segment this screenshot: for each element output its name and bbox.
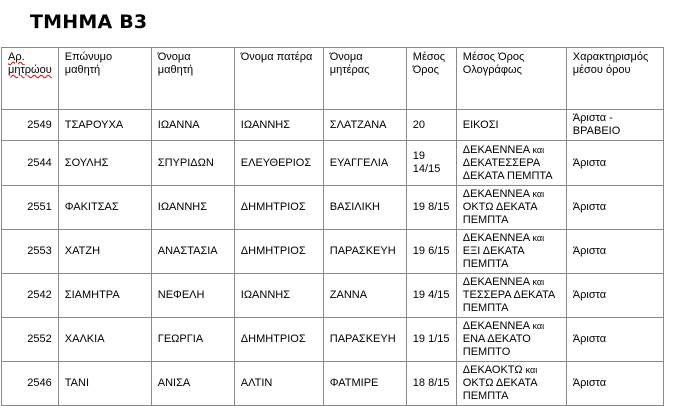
first-name-cell: ΙΩΑΝΝΑ <box>150 109 235 141</box>
conjunction-text: και <box>532 277 545 287</box>
table-row: 2552 ΧΑΛΚΙΑ ΓΕΩΡΓΙΑ ΔΗΜΗΤΡΙΟΣ ΠΑΡΑΣΚΕΥΗ 19 1/… <box>1 317 664 362</box>
registry-number-cell: 2549 <box>1 109 59 141</box>
father-name-cell: ΙΩΑΝΝΗΣ <box>233 109 324 141</box>
mother-name-cell: ΦΑΤΜΙΡΕ <box>322 361 407 406</box>
average-words-text: ΕΙΚΟΣΙ <box>462 118 499 131</box>
average-words-text: ΔΕΚΑΤΕΣΣΕΡΑ ΔΕΚΑΤΑ ΠΕΜΠΤΑ <box>462 156 553 182</box>
average-cell: 20 <box>405 109 457 141</box>
registry-number-cell: 2542 <box>1 273 59 318</box>
first-name-cell: ΝΕΦΕΛΗ <box>150 273 235 318</box>
father-name-cell: ΕΛΕΥΘΕΡΙΟΣ <box>233 140 324 186</box>
average-cell: 18 8/15 <box>405 361 457 406</box>
father-name-cell: ΔΗΜΗΤΡΙΟΣ <box>233 185 324 230</box>
table-row: 2549 ΤΣΑΡΟΥΧΑ ΙΩΑΝΝΑ ΙΩΑΝΝΗΣ ΣΛΑΤΖΑΝΑ 20 ΕΙΚΟΣ… <box>1 109 664 141</box>
header-mother-name: Όνομα μητέρας <box>322 47 407 110</box>
first-name-cell: ΣΠΥΡΙΔΩΝ <box>150 140 235 186</box>
students-table: Αρ. μητρώου Επώνυμο μαθητή Όνομα μαθητή … <box>1 47 664 406</box>
surname-cell: ΣΟΥΛΗΣ <box>57 140 152 186</box>
surname-cell: ΧΑΛΚΙΑ <box>57 317 152 362</box>
average-cell: 19 8/15 <box>405 185 457 230</box>
conjunction-text: και <box>532 233 545 243</box>
first-name-cell: ΓΕΩΡΓΙΑ <box>150 317 235 362</box>
father-name-cell: ΔΗΜΗΤΡΙΟΣ <box>233 317 324 362</box>
table-row: 2551 ΦΑΚΙΤΣΑΣ ΙΩΑΝΝΗΣ ΔΗΜΗΤΡΙΟΣ ΒΑΣΙΛΙΚΗ 19 8… <box>1 185 664 230</box>
conjunction-text: και <box>532 321 545 331</box>
grade-cell: Άριστα <box>565 229 664 274</box>
father-name-cell: ΔΗΜΗΤΡΙΟΣ <box>233 229 324 274</box>
grade-cell: Άριστα - ΒΡΑΒΕΙΟ <box>565 109 664 141</box>
average-words-text: ΔΕΚΑΕΝΝΕΑ <box>462 188 530 200</box>
average-words-cell: ΔΕΚΑΕΝΝΕΑ και ΕΝΑ ΔΕΚΑΤΟ ΠΕΜΠΤΟ <box>455 317 567 362</box>
mother-name-cell: ΒΑΣΙΛΙΚΗ <box>322 185 407 230</box>
first-name-cell: ΑΝΑΣΤΑΣΙΑ <box>150 229 235 274</box>
grade-cell: Άριστα <box>565 273 664 318</box>
grade-cell: Άριστα <box>565 185 664 230</box>
mother-name-cell: ΖΑΝΝΑ <box>322 273 407 318</box>
average-words-text: ΔΕΚΑΕΝΝΕΑ <box>462 143 530 156</box>
registry-number-cell: 2546 <box>1 361 59 406</box>
surname-cell: ΤΣΑΡΟΥΧΑ <box>57 109 152 141</box>
father-name-cell: ΑΛΤΙΝ <box>233 361 324 406</box>
average-words-text: ΔΕΚΑΕΝΝΕΑ <box>462 320 530 332</box>
mother-name-cell: ΠΑΡΑΣΚΕΥΗ <box>322 317 407 362</box>
average-words-cell: ΔΕΚΑΕΝΝΕΑ και ΕΞΙ ΔΕΚΑΤΑ ΠΕΜΠΤΑ <box>455 229 567 274</box>
average-words-text: ΟΚΤΩ ΔΕΚΑΤΑ ΠΕΜΠΤΑ <box>462 377 538 402</box>
average-words-cell: ΔΕΚΑΕΝΝΕΑ και ΔΕΚΑΤΕΣΣΕΡΑ ΔΕΚΑΤΑ ΠΕΜΠΤΑ <box>455 140 567 186</box>
average-words-cell: ΔΕΚΑΕΝΝΕΑ και ΤΕΣΣΕΡΑ ΔΕΚΑΤΑ ΠΕΜΠΤΑ <box>455 273 567 318</box>
registry-number-cell: 2553 <box>1 229 59 274</box>
average-cell: 19 6/15 <box>405 229 457 274</box>
registry-number-cell: 2552 <box>1 317 59 362</box>
average-words-text: ΔΕΚΑΕΝΝΕΑ <box>462 276 530 288</box>
header-father-name: Όνομα πατέρα <box>233 47 324 110</box>
table-row: 2542 ΣΙΑΜΗΤΡΑ ΝΕΦΕΛΗ ΙΩΑΝΝΗΣ ΖΑΝΝΑ 19 4/15 ΔΕΚ… <box>1 273 664 318</box>
header-first-name: Όνομα μαθητή <box>150 47 235 110</box>
header-average: Μέσος Όρος <box>405 47 457 110</box>
header-registry-number: Αρ. μητρώου <box>1 47 59 110</box>
average-cell: 19 14/15 <box>405 140 457 186</box>
table-row: 2553 ΧΑΤΖΗ ΑΝΑΣΤΑΣΙΑ ΔΗΜΗΤΡΙΟΣ ΠΑΡΑΣΚΕΥΗ 19 6… <box>1 229 664 274</box>
average-cell: 19 4/15 <box>405 273 457 318</box>
surname-cell: ΦΑΚΙΤΣΑΣ <box>57 185 152 230</box>
registry-number-cell: 2544 <box>1 140 59 186</box>
table-row: 2544 ΣΟΥΛΗΣ ΣΠΥΡΙΔΩΝ ΕΛΕΥΘΕΡΙΟΣ ΕΥΑΓΓΕΛΙΑ 19 … <box>1 140 664 186</box>
header-registry-number-text: Αρ. μητρώου <box>8 51 52 76</box>
average-words-text: ΕΝΑ ΔΕΚΑΤΟ ΠΕΜΠΤΟ <box>462 333 531 358</box>
average-words-cell: ΕΙΚΟΣΙ <box>455 109 567 141</box>
average-words-text: ΟΚΤΩ ΔΕΚΑΤΑ ΠΕΜΠΤΑ <box>462 201 538 226</box>
mother-name-cell: ΠΑΡΑΣΚΕΥΗ <box>322 229 407 274</box>
surname-cell: ΧΑΤΖΗ <box>57 229 152 274</box>
surname-cell: ΤΑΝΙ <box>57 361 152 406</box>
father-name-cell: ΙΩΑΝΝΗΣ <box>233 273 324 318</box>
conjunction-text: και <box>532 144 545 155</box>
conjunction-text: και <box>532 189 545 199</box>
grade-cell: Άριστα <box>565 140 664 186</box>
average-words-text: ΔΕΚΑΕΝΝΕΑ <box>462 232 530 244</box>
header-row: Αρ. μητρώου Επώνυμο μαθητή Όνομα μαθητή … <box>1 47 664 110</box>
conjunction-text: και <box>525 365 538 375</box>
first-name-cell: ΙΩΑΝΝΗΣ <box>150 185 235 230</box>
grade-cell: Άριστα <box>565 317 664 362</box>
mother-name-cell: ΣΛΑΤΖΑΝΑ <box>322 109 407 141</box>
first-name-cell: ΑΝΙΣΑ <box>150 361 235 406</box>
average-words-cell: ΔΕΚΑΕΝΝΕΑ και ΟΚΤΩ ΔΕΚΑΤΑ ΠΕΜΠΤΑ <box>455 185 567 230</box>
table-row: 2546 ΤΑΝΙ ΑΝΙΣΑ ΑΛΤΙΝ ΦΑΤΜΙΡΕ 18 8/15 ΔΕΚΑΟΚΤΩ… <box>1 361 664 406</box>
average-words-text: ΕΞΙ ΔΕΚΑΤΑ ΠΕΜΠΤΑ <box>462 245 524 270</box>
registry-number-cell: 2551 <box>1 185 59 230</box>
average-cell: 19 1/15 <box>405 317 457 362</box>
header-grade: Χαρακτηρισμός μέσου όρου <box>565 47 664 110</box>
average-words-cell: ΔΕΚΑΟΚΤΩ και ΟΚΤΩ ΔΕΚΑΤΑ ΠΕΜΠΤΑ <box>455 361 567 406</box>
header-surname: Επώνυμο μαθητή <box>57 47 152 110</box>
grade-cell: Άριστα <box>565 361 664 406</box>
page-title: ΤΜΗΜΑ Β3 <box>30 11 148 33</box>
mother-name-cell: ΕΥΑΓΓΕΛΙΑ <box>322 140 407 186</box>
average-words-text: ΔΕΚΑΟΚΤΩ <box>462 364 523 376</box>
average-words-text: ΤΕΣΣΕΡΑ ΔΕΚΑΤΑ ΠΕΜΠΤΑ <box>462 289 555 314</box>
header-average-words: Μέσος Όρος Ολογράφως <box>455 47 567 110</box>
surname-cell: ΣΙΑΜΗΤΡΑ <box>57 273 152 318</box>
